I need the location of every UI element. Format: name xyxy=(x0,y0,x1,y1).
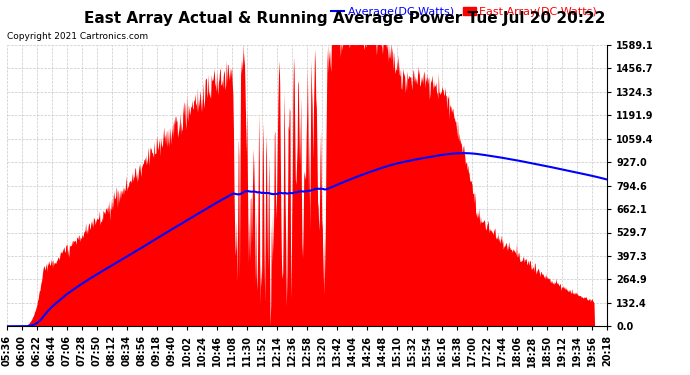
Text: Copyright 2021 Cartronics.com: Copyright 2021 Cartronics.com xyxy=(7,32,148,41)
Text: East Array Actual & Running Average Power Tue Jul 20 20:22: East Array Actual & Running Average Powe… xyxy=(84,11,606,26)
Legend: Average(DC Watts), East Array(DC Watts): Average(DC Watts), East Array(DC Watts) xyxy=(326,3,602,22)
